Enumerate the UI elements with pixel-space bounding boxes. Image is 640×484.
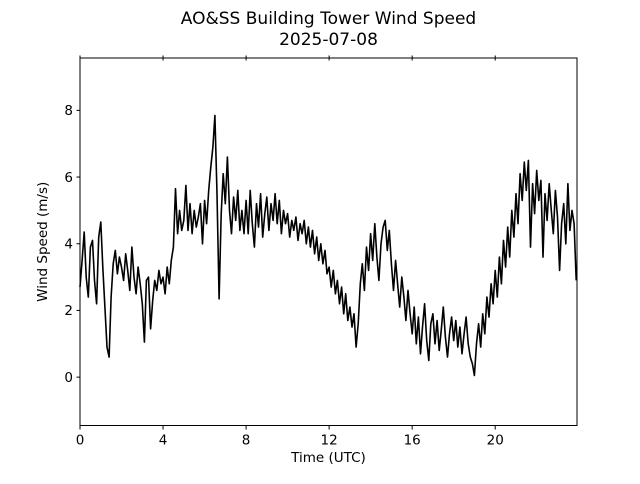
- x-axis-label: Time (UTC): [290, 450, 366, 466]
- chart-subtitle: 2025-07-08: [279, 30, 378, 50]
- x-tick-label: 20: [487, 433, 504, 449]
- x-tick-label: 16: [404, 433, 421, 449]
- top-axis-ticks: [79, 55, 496, 61]
- plot-area: [80, 58, 577, 426]
- axis-frame: [79, 57, 578, 426]
- chart-title: AO&SS Building Tower Wind Speed: [181, 9, 476, 29]
- y-tick-label: 0: [64, 370, 73, 386]
- x-tick-label: 12: [321, 433, 338, 449]
- x-axis-ticks: 0 4 8 12 16 20: [76, 425, 504, 449]
- x-tick-label: 0: [76, 433, 85, 449]
- x-tick-label: 4: [159, 433, 168, 449]
- y-tick-label: 2: [64, 303, 73, 319]
- y-axis-label: Wind Speed (m/s): [35, 182, 51, 302]
- y-tick-label: 4: [64, 237, 73, 253]
- y-axis-ticks: 0 2 4 6 8: [64, 103, 80, 386]
- wind-speed-line: [79, 114, 577, 377]
- y-tick-label: 6: [64, 170, 73, 186]
- y-tick-label: 8: [64, 103, 73, 119]
- wind-speed-series: [79, 114, 577, 377]
- x-tick-label: 8: [242, 433, 251, 449]
